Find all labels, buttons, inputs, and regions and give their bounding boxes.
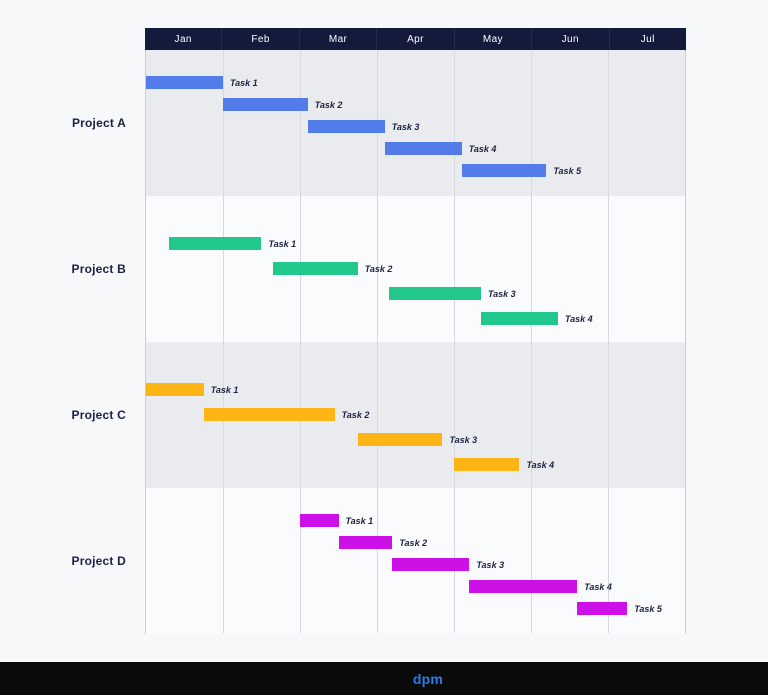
gantt-bar: [388, 287, 481, 300]
gantt-bar: [338, 536, 393, 549]
project-band: [146, 50, 685, 196]
gantt-bar: [146, 383, 204, 396]
task-label: Task 1: [268, 238, 297, 249]
task-label: Task 5: [553, 165, 582, 176]
month-header-cell: Jun: [531, 28, 608, 50]
gantt-bar: [223, 98, 308, 111]
month-header-cell: Jul: [608, 28, 686, 50]
gantt-bar: [384, 142, 462, 155]
task-label: Task 3: [487, 288, 516, 299]
task-label: Task 1: [229, 77, 258, 88]
project-label: Project B: [71, 262, 126, 276]
month-header-row: Jan Feb Mar Apr May Jun Jul: [145, 28, 686, 50]
gantt-bar: [469, 580, 578, 593]
footer-bar: dpm: [0, 662, 768, 695]
gantt-bar: [203, 408, 335, 421]
month-gridline: [608, 50, 609, 633]
task-label: Task 3: [476, 559, 505, 570]
gantt-bar: [169, 237, 262, 250]
task-label: Task 5: [634, 603, 662, 614]
gantt-bar: [273, 262, 358, 275]
task-label: Task 4: [564, 313, 593, 324]
gantt-bar: [577, 602, 628, 615]
month-gridline: [377, 50, 378, 633]
task-label: Task 1: [345, 515, 374, 526]
task-label: Task 4: [526, 459, 555, 470]
gantt-grid: Task 1 Task 2 Task 3 Task 4 Task 5 Task 1 Task…: [145, 50, 686, 634]
task-label: Task 2: [399, 537, 428, 548]
gantt-bar: [480, 312, 558, 325]
task-label: Task 3: [391, 121, 420, 132]
gantt-bar: [307, 120, 385, 133]
gantt-bar: [454, 458, 520, 471]
dpm-logo: dpm: [412, 670, 444, 687]
month-gridline: [300, 50, 301, 633]
project-band: [146, 196, 685, 342]
gantt-bar: [300, 514, 339, 527]
task-label: Task 2: [314, 99, 343, 110]
gantt-bar: [392, 558, 470, 571]
month-header-cell: Mar: [298, 28, 376, 50]
task-label: Task 1: [210, 384, 239, 395]
task-label: Task 4: [584, 581, 612, 592]
task-label: Task 3: [449, 434, 478, 445]
gantt-bar: [357, 433, 443, 446]
task-label: Task 2: [364, 263, 393, 274]
project-label: Project A: [71, 116, 126, 130]
month-gridline: [454, 50, 455, 633]
month-gridline: [223, 50, 224, 633]
project-label: Project D: [71, 554, 126, 568]
month-gridline: [531, 50, 532, 633]
gantt-bar: [146, 76, 223, 89]
task-label: Task 2: [341, 409, 370, 420]
task-label: Task 4: [468, 143, 497, 154]
month-header-cell: Apr: [376, 28, 453, 50]
month-header-cell: May: [453, 28, 531, 50]
gantt-bar: [461, 164, 547, 177]
project-labels-column: Project A Project B Project C Project D: [0, 50, 126, 634]
month-header-cell: Jan: [174, 33, 192, 45]
month-header-cell: Feb: [221, 28, 298, 50]
gantt-chart: Jan Feb Mar Apr May Jun Jul Task 1 Task 2 Task 3…: [145, 28, 686, 634]
project-label: Project C: [71, 408, 126, 422]
